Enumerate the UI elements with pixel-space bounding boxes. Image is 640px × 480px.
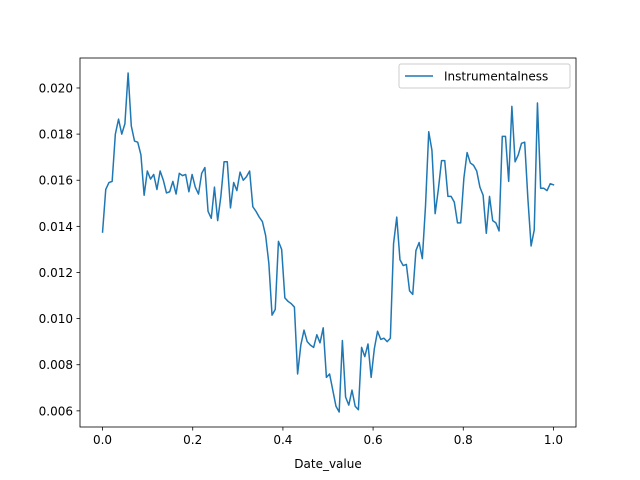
y-tick-label: 0.018 <box>39 128 73 142</box>
plot-frame <box>79 57 577 428</box>
x-tick-label: 0.2 <box>183 433 202 447</box>
y-tick-label: 0.012 <box>39 266 73 280</box>
series-layer <box>101 72 555 413</box>
x-tick-label: 0.4 <box>273 433 292 447</box>
ticks-group: 0.0 0.2 0.4 0.6 0.8 1.0 0.006 0.008 0.010 0.012 0.… <box>39 81 563 447</box>
legend-label: Instrumentalness <box>444 70 548 84</box>
x-tick-label: 0.8 <box>454 433 473 447</box>
y-tick-label: 0.010 <box>39 312 73 326</box>
x-tick-label: 1.0 <box>544 433 563 447</box>
x-axis-label: Date_value <box>294 457 361 471</box>
y-tick-label: 0.020 <box>39 81 73 95</box>
y-tick-label: 0.008 <box>39 358 73 372</box>
legend: Instrumentalness <box>398 63 571 89</box>
y-tick-label: 0.014 <box>39 220 73 234</box>
y-tick-label: 0.006 <box>39 404 73 418</box>
plot-area <box>80 58 576 427</box>
x-tick-label: 0.0 <box>93 433 112 447</box>
y-tick-label: 0.016 <box>39 174 73 188</box>
series-line-0 <box>101 72 555 413</box>
legend-box <box>398 63 571 89</box>
x-tick-label: 0.6 <box>364 433 383 447</box>
